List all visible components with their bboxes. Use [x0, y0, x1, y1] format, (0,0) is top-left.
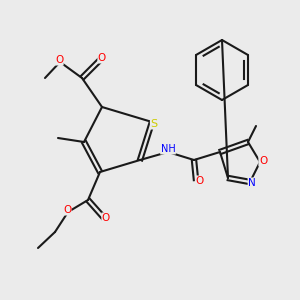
Text: NH: NH: [160, 144, 175, 154]
Text: O: O: [196, 176, 204, 186]
Text: N: N: [248, 178, 256, 188]
Text: O: O: [102, 213, 110, 223]
Text: O: O: [63, 205, 71, 215]
Text: S: S: [150, 119, 158, 129]
Text: O: O: [98, 53, 106, 63]
Text: O: O: [55, 55, 63, 65]
Text: O: O: [259, 156, 267, 166]
